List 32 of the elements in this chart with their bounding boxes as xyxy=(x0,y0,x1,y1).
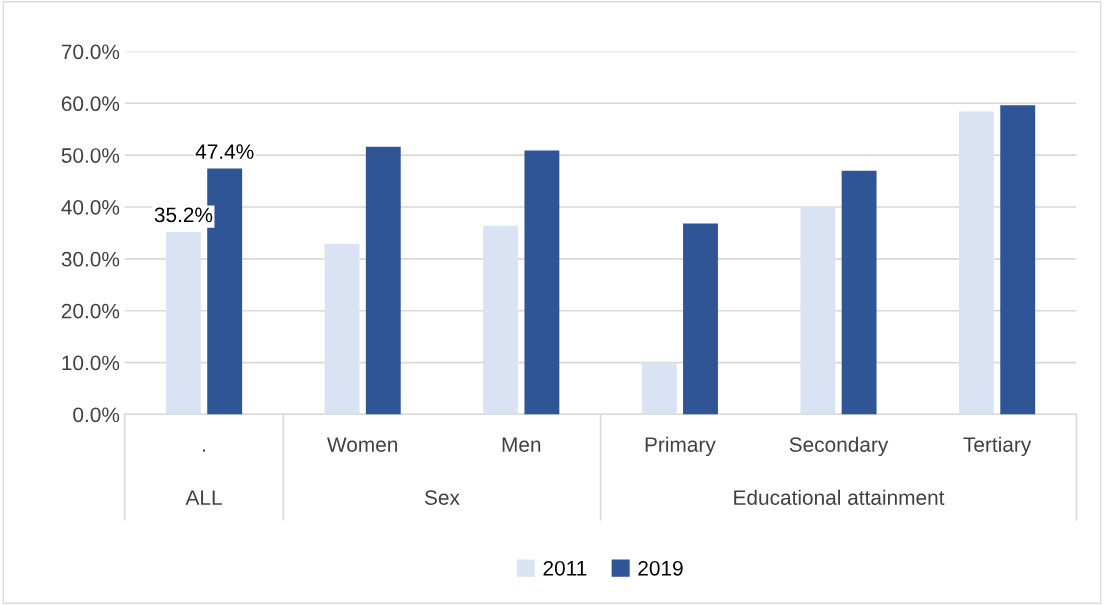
bar xyxy=(483,225,519,415)
y-tick-label: 20.0% xyxy=(61,303,120,319)
x-tick-label: Secondary xyxy=(789,436,889,457)
bar xyxy=(800,208,836,415)
x-tick-label: Tertiary xyxy=(963,436,1032,457)
x-tick-label: . xyxy=(203,449,206,452)
bar xyxy=(641,363,677,415)
legend-label: 2011 xyxy=(543,560,587,576)
bar xyxy=(524,150,560,415)
bar xyxy=(324,243,360,415)
y-tick-label: 70.0% xyxy=(61,44,120,60)
text: ALL xyxy=(185,490,222,505)
bar xyxy=(683,223,718,415)
bar xyxy=(959,111,994,415)
x-tick-label: Men xyxy=(502,437,541,452)
legend-label: 2019 xyxy=(638,560,683,576)
x-tick-label: Primary xyxy=(645,436,716,457)
y-tick-label: 10.0% xyxy=(62,355,120,371)
y-tick-label: 40.0% xyxy=(61,200,120,215)
y-tick-label: 0.0% xyxy=(73,407,120,423)
text: Sex xyxy=(424,490,460,505)
bar xyxy=(841,170,877,415)
data-label: 35.2% xyxy=(154,207,213,223)
text: Educational attainment xyxy=(734,489,945,505)
bar xyxy=(165,231,201,415)
x-tick-label: Women xyxy=(327,437,398,452)
y-tick-label: 50.0% xyxy=(61,148,120,163)
y-tick-label: 60.0% xyxy=(61,96,120,112)
bar xyxy=(365,146,401,415)
data-label: 47.4% xyxy=(195,144,254,159)
y-tick-label: 30.0% xyxy=(61,251,120,267)
bar xyxy=(1000,105,1036,415)
